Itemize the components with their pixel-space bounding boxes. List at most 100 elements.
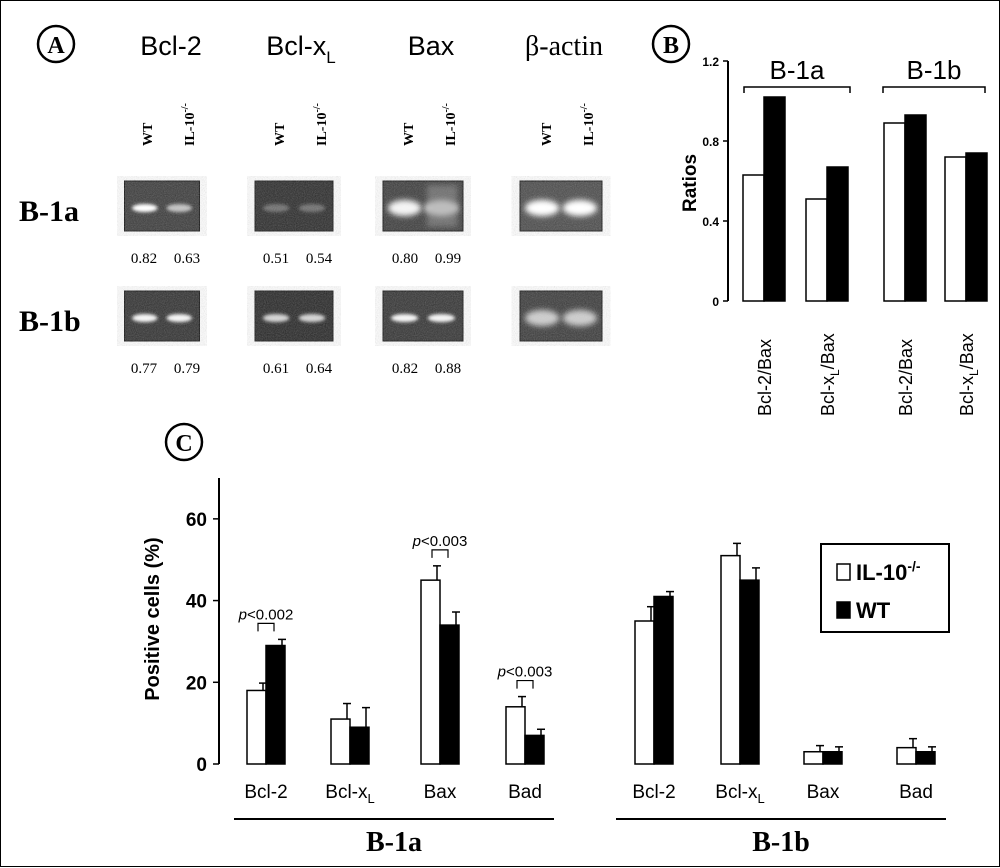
gel-b-1a-1 [254,180,334,232]
gel-band-0-0-1 [166,204,192,212]
c-pvalue-2: p<0.003 [497,664,553,681]
gel-band-0-3-0 [524,200,560,216]
gel-value-1-0-wt: 0.77 [131,361,158,377]
c-bar-wt-6 [822,750,843,765]
b-group-label-0: B-1a [770,55,825,85]
panel-b-circle [651,24,691,64]
c-bar-ko-3 [505,706,526,765]
panel-a: A Bcl-2 Bcl-xL Bax β-actin WT IL-10-/- WT I… [19,24,603,377]
gel-value-0-2-ko: 0.99 [435,251,461,267]
c-xlabel-0: Bcl-2 [244,782,287,803]
b-xlabel-2: Bcl-2/Bax [896,339,916,416]
panel-b-label: B [663,33,679,59]
b-bar-wt-3 [965,152,988,302]
gel-value-0-2-wt: 0.80 [392,251,418,267]
chart-b: 0 0.4 0.8 1.2 Bcl-2/Bax Bcl-xL/Bax Bcl-2/Bax Bc… [702,55,988,416]
c-xlabel-6: Bax [807,782,840,803]
group-label-b1a: B-1a [366,827,422,858]
panel-c: C Positive cells (%) 0 20 40 60 Bcl-2 Bcl-xL B… [142,422,950,858]
b-bar-wt-2 [904,114,927,302]
c-ytick-label-1: 20 [186,673,207,694]
gel-band-1-0-1 [166,314,192,322]
gel-value-1-2-wt: 0.82 [392,361,418,377]
gel-b-1a-0 [124,180,200,232]
b-xlabel-0: Bcl-2/Bax [755,339,775,416]
b-bar-ko-3 [944,156,967,302]
gel-band-0-3-1 [562,200,598,216]
c-bar-ko-1 [330,718,351,765]
c-bar-ko-2 [420,579,441,765]
group-label-b1b: B-1b [752,827,810,858]
col-header-bclxl: Bcl-xL [266,31,335,67]
c-xlabel-7: Bad [899,782,933,803]
gel-band-1-0-0 [132,314,158,322]
col-header-bcl2: Bcl-2 [140,31,202,61]
lane-label-wt-0: WT [141,122,156,146]
b-bar-wt-0 [763,96,786,302]
b-ytick-label-1: 0.4 [702,215,719,229]
b-group-label-1: B-1b [907,55,962,85]
gel-value-1-0-ko: 0.79 [174,361,200,377]
lane-label-ko-3: IL-10-/- [579,103,597,146]
c-bar-wt-0 [265,644,286,765]
gel-b-1b-3 [519,290,603,342]
gel-band-1-3-0 [524,310,560,326]
lane-label-wt-2: WT [402,122,417,146]
legend-swatch-ko [836,563,851,581]
gel-b-1a-3 [519,180,603,232]
c-bar-ko-5 [720,554,741,765]
gel-value-1-2-ko: 0.88 [435,361,461,377]
c-pvalue-0: p<0.002 [238,606,294,623]
lane-label-wt-1: WT [273,122,288,146]
panel-b: B Ratios 0 0.4 0.8 1.2 Bcl-2/Bax Bcl-xL/Bax Bc… [651,24,988,416]
b-ytick-label-2: 0.8 [702,135,719,149]
gel-band-1-2-0 [391,314,419,322]
c-bar-wt-1 [349,726,370,765]
gel-b-1b-0 [124,290,200,342]
lane-label-ko-2: IL-10-/- [441,103,459,146]
lane-label-ko-1: IL-10-/- [312,103,330,146]
c-bar-ko-6 [803,750,824,765]
col-header-beta-actin: β-actin [525,31,603,62]
lane-labels: WT IL-10-/- WT IL-10-/- WT IL-10-/- WT IL-10-/- [141,103,597,146]
gel-value-0-1-wt: 0.51 [263,251,289,267]
gel-band-1-3-1 [562,310,598,326]
c-bar-ko-0 [246,689,267,765]
c-ytick-label-3: 60 [186,510,207,531]
gel-band-0-0-0 [132,204,158,212]
c-pvalue-bracket-1 [431,549,449,558]
c-pvalue-bracket-0 [257,622,275,632]
c-ytick-label-0: 0 [196,755,207,776]
gel-band-1-2-1 [427,314,455,322]
b-group-bracket-0 [743,86,851,93]
b-xlabel-1: Bcl-xL/Bax [818,333,842,416]
gel-value-1-1-ko: 0.64 [306,361,333,377]
row-label-b1b: B-1b [19,305,81,338]
b-group-bracket-1 [882,86,986,93]
c-pvalue-bracket-2 [516,679,534,689]
panel-a-circle [36,24,76,64]
legend-label-wt: WT [856,598,891,623]
c-xlabel-2: Bax [424,782,457,803]
c-xlabel-1: Bcl-xL [325,782,374,806]
c-bar-wt-2 [439,624,460,765]
gel-band-0-2-0 [387,200,422,216]
panel-a-label: A [47,33,65,59]
panel-c-ylabel: Positive cells (%) [142,537,164,700]
c-bar-ko-7 [896,746,917,765]
b-xlabel-3: Bcl-xL/Bax [957,333,981,416]
gel-band-0-1-1 [298,204,326,212]
gel-values: 0.82 0.63 0.51 0.54 0.80 0.99 0.77 0.79 0.61 0.64… [131,251,461,377]
legend-label-ko: IL-10-/- [856,558,921,585]
gel-band-1-1-0 [262,314,290,322]
c-pvalue-1: p<0.003 [412,533,468,550]
c-bar-wt-5 [739,579,760,765]
gel-value-0-0-wt: 0.82 [131,251,157,267]
legend: IL-10-/- WT [820,543,950,633]
lane-label-ko-0: IL-10-/- [180,103,198,146]
gel-band-0-1-0 [262,204,290,212]
c-xlabel-4: Bcl-2 [632,782,675,803]
b-bar-ko-1 [805,198,828,302]
gel-b-1b-2 [382,290,464,342]
